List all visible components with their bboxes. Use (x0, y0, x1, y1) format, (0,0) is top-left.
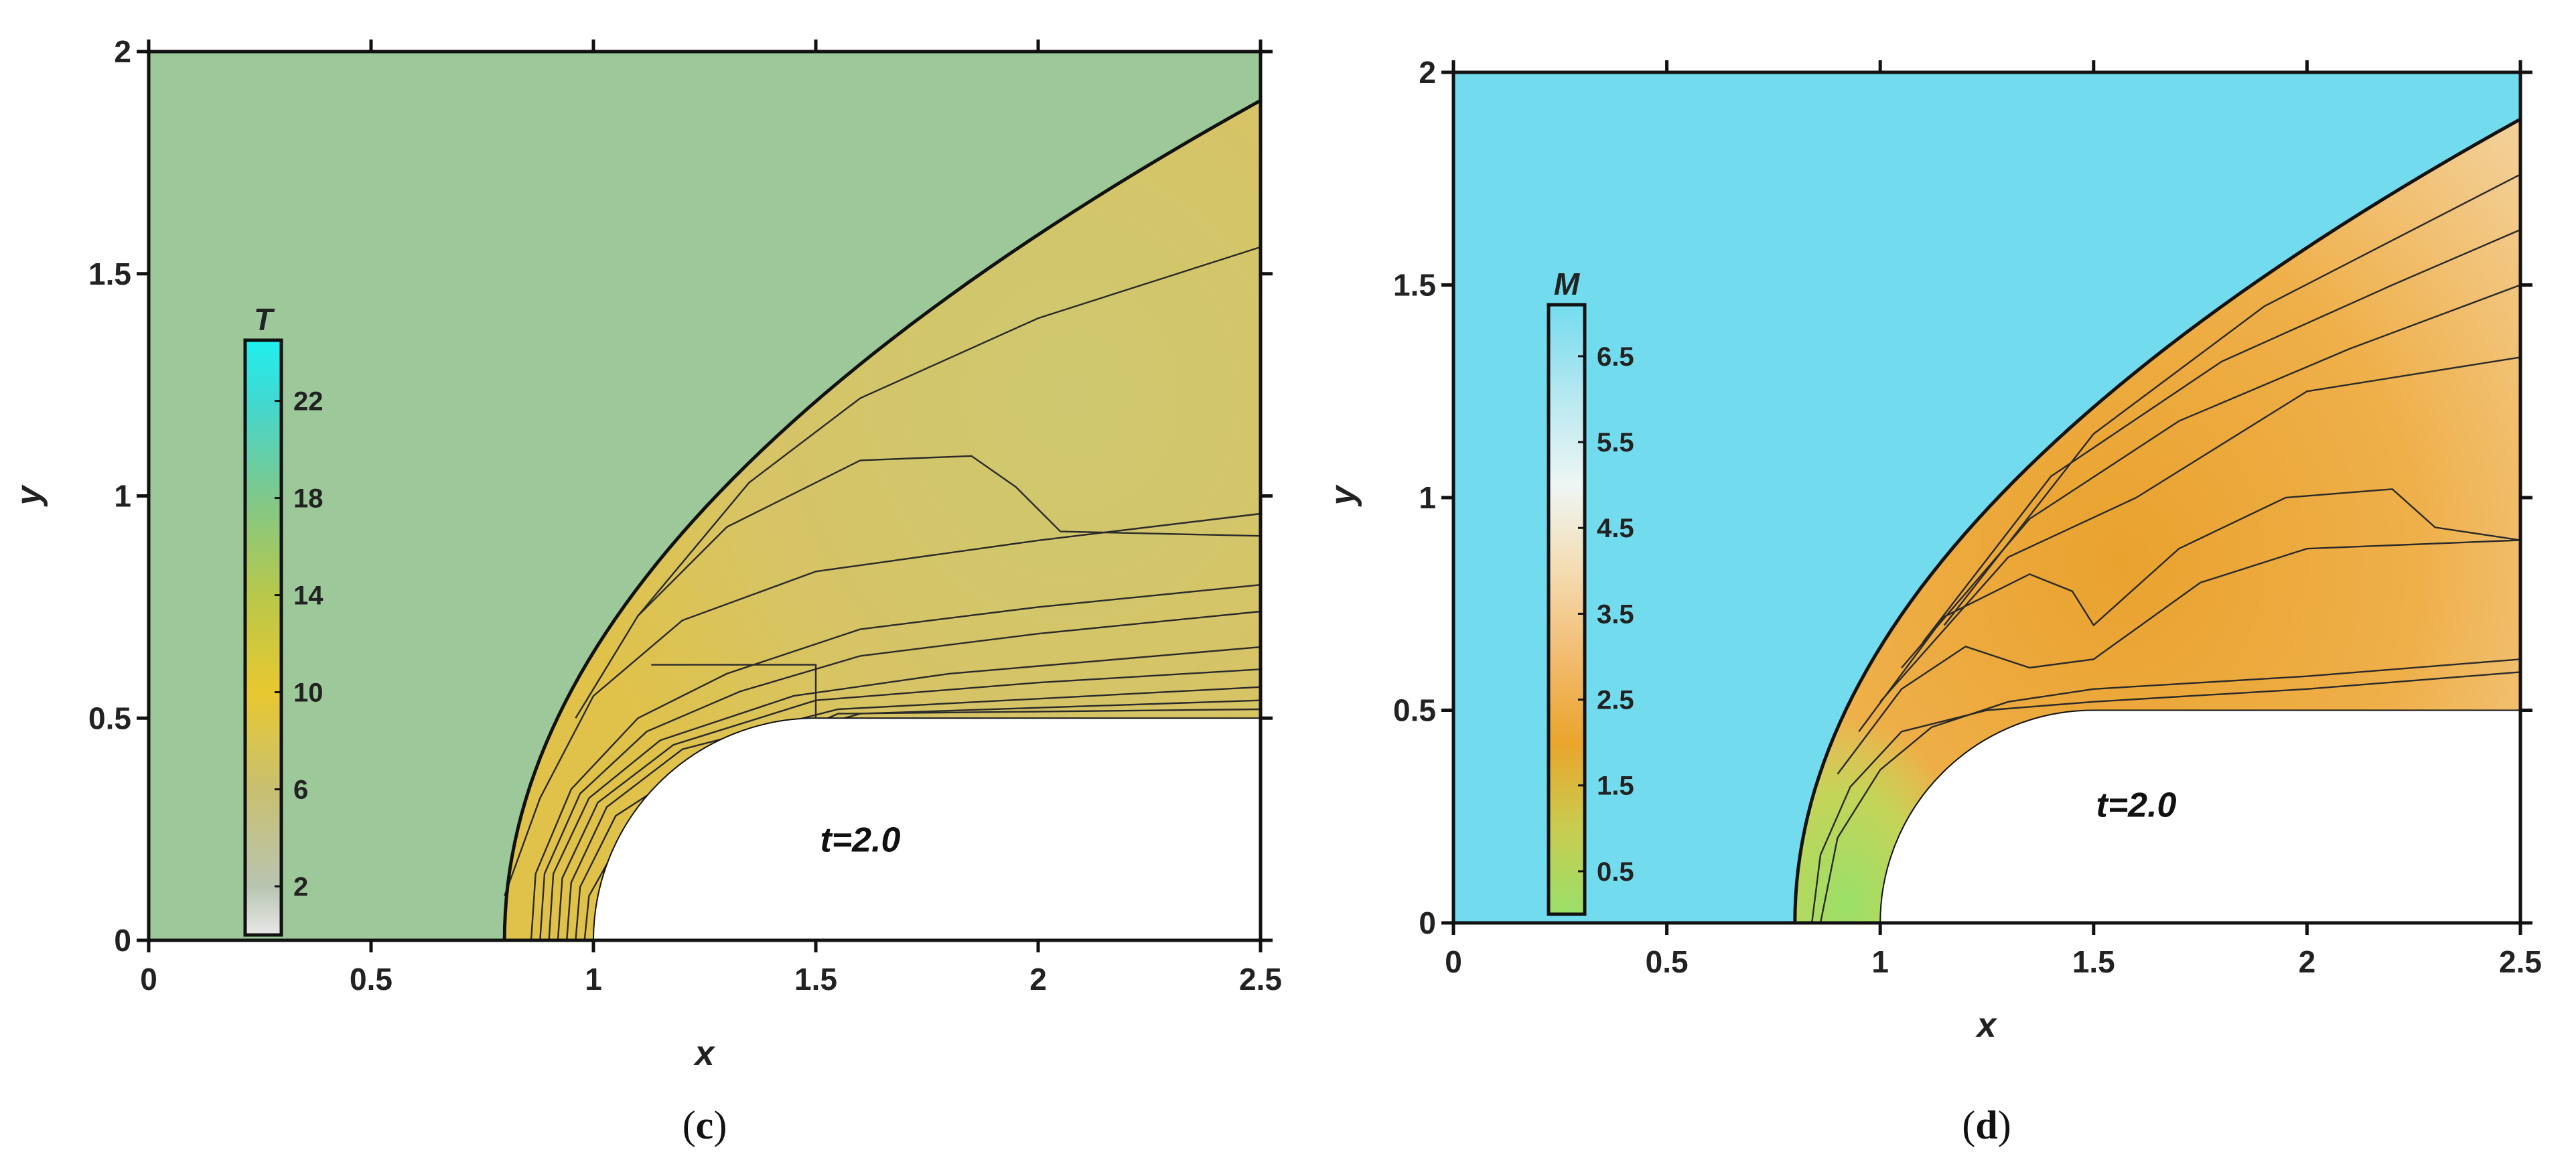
x-tick-label: 2 (2299, 944, 2316, 979)
panel-c-temperature: 0 0.5 1 1.5 2 2.5 00.511.52 x y T 2610141822 … (9, 34, 1282, 1147)
contour-line (1901, 284, 2521, 668)
contour-line (548, 646, 1261, 941)
body-c (592, 717, 1261, 941)
contour-line (1943, 173, 2521, 626)
x-axis-label-d: x (1975, 1006, 1998, 1045)
colorbar-tick-label: 6.5 (1597, 342, 1634, 372)
colorbar-d-title: M (1554, 267, 1581, 301)
contour-line (575, 455, 1261, 719)
x-axis-label-c: x (693, 1034, 716, 1073)
y-tick-label: 0.5 (1393, 693, 1436, 728)
x-axis-c: 0 0.5 1 1.5 2 2.5 (140, 40, 1282, 997)
body-d (1879, 709, 2521, 924)
x-tick-label: 0.5 (1646, 944, 1689, 979)
contour-line (557, 668, 1261, 941)
y-tick-label: 0.5 (88, 701, 131, 735)
colorbar-tick-label: 3.5 (1597, 599, 1634, 629)
x-tick-label: 1.5 (794, 962, 837, 997)
y-tick-label: 0 (114, 923, 131, 958)
x-axis-d: 0 0.5 1 1.5 2 2.5 (1445, 60, 2542, 979)
colorbar-tick-label: 2.5 (1597, 686, 1634, 715)
shock-line-d (1793, 117, 2522, 924)
contour-line (530, 584, 1261, 941)
x-tick-label: 2 (1029, 962, 1047, 997)
y-tick-label: 1.5 (1393, 268, 1436, 303)
x-tick-label: 1.5 (2072, 944, 2115, 979)
colorbar-tick-label: 4.5 (1597, 514, 1634, 543)
y-tick-label: 1 (1419, 480, 1436, 515)
colorbar-tick-label: 6 (293, 776, 308, 805)
y-tick-label: 2 (114, 34, 131, 69)
y-axis-label-d: y (1323, 484, 1362, 507)
contour-line (539, 610, 1261, 941)
y-axis-c: 0 0.5 1 1.5 2 (88, 34, 1273, 958)
x-tick-label: 2.5 (2499, 944, 2542, 979)
panel-label-d: (d) (1962, 1103, 2011, 1147)
panel-label-c: (c) (683, 1103, 727, 1147)
y-axis-label-c: y (9, 484, 48, 507)
colorbar-tick-label: 18 (293, 484, 324, 514)
x-tick-label: 1 (585, 962, 602, 997)
y-tick-label: 1.5 (88, 257, 131, 291)
y-tick-label: 0 (1419, 905, 1436, 940)
colorbar-tick-label: 1.5 (1597, 772, 1634, 801)
colorbar-d: M 0.5 1.5 2.5 3.5 4.5 5.5 6.5 (1547, 267, 1634, 916)
y-tick-label: 1 (114, 479, 131, 514)
colorbar-tick-label: 5.5 (1597, 428, 1634, 457)
colorbar-tick-label: 22 (293, 387, 324, 417)
contour-line (566, 686, 1261, 941)
shock-line-c (502, 98, 1262, 941)
contour-line (1879, 356, 2521, 703)
x-tick-label: 2.5 (1239, 962, 1282, 997)
colorbar-d-bar (1547, 303, 1587, 916)
panel-label-d-letter: d (1975, 1103, 1997, 1147)
y-tick-label: 2 (1419, 55, 1436, 90)
y-axis-d: 0 0.5 1 1.5 2 (1393, 55, 2532, 940)
x-tick-label: 1 (1871, 944, 1889, 979)
x-tick-label: 0.5 (350, 962, 392, 997)
colorbar-d-ticks: 0.5 1.5 2.5 3.5 4.5 5.5 6.5 (1578, 342, 1634, 887)
colorbar-tick-label: 10 (293, 678, 324, 708)
contours-c (504, 246, 1261, 941)
colorbar-c-ticks: 2 6 10 14 18 22 (275, 387, 324, 902)
contour-line (504, 512, 1261, 897)
x-tick-label: 0 (140, 962, 157, 997)
contours-d (1811, 173, 2521, 924)
contour-line (1858, 488, 2521, 733)
colorbar-tick-label: 0.5 (1597, 857, 1634, 887)
contour-line (637, 246, 1261, 617)
time-annotation-d: t=2.0 (2096, 786, 2177, 824)
panel-label-c-letter: c (696, 1103, 714, 1147)
contour-line (1837, 539, 2521, 775)
colorbar-c-bar (243, 338, 283, 937)
colorbar-c-title: T (254, 302, 275, 337)
time-annotation-c: t=2.0 (820, 820, 900, 859)
contour-line (1811, 671, 2521, 924)
panel-d-mach: 0 0.5 1 1.5 2 2.5 0 0.5 1 1.5 2 x y M 0.5 1.5 2.5 3.… (1323, 55, 2542, 1147)
colorbar-c: T 2 6 10 14 18 22 (243, 302, 324, 937)
colorbar-tick-label: 2 (293, 873, 308, 902)
colorbar-tick-label: 14 (293, 581, 324, 611)
contour-line (651, 664, 817, 719)
contour-line (1922, 228, 2521, 643)
x-tick-label: 0 (1445, 944, 1462, 979)
contour-line (1819, 658, 2521, 924)
